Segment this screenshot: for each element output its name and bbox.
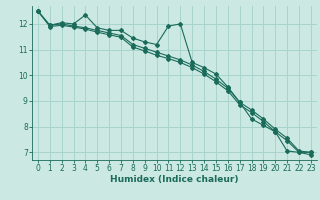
X-axis label: Humidex (Indice chaleur): Humidex (Indice chaleur): [110, 175, 239, 184]
